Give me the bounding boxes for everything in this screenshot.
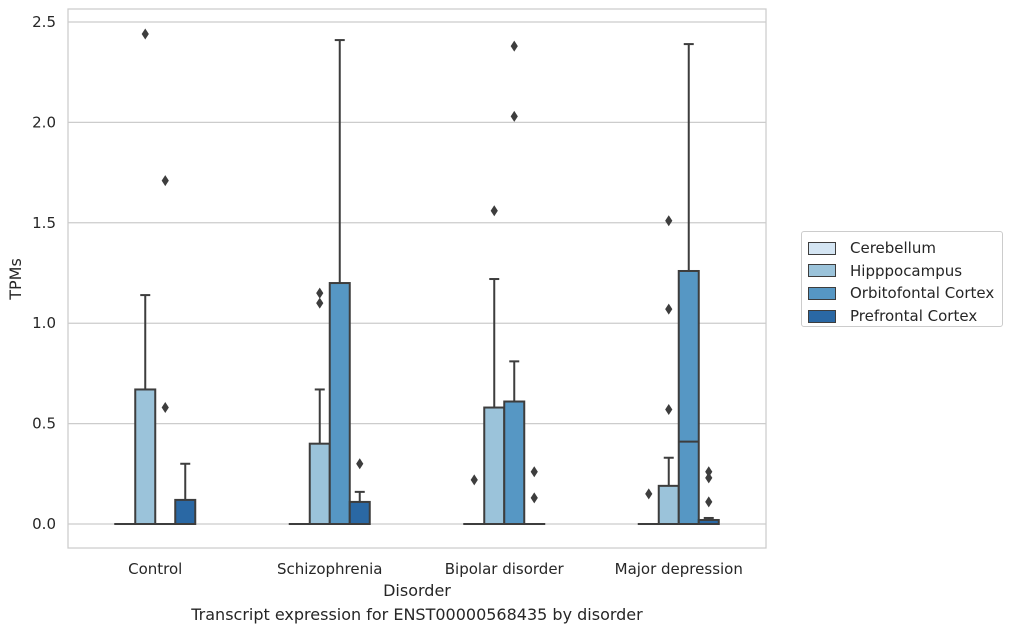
box-group	[308, 287, 331, 525]
box	[657, 484, 680, 525]
x-tick-label: Control	[128, 560, 182, 578]
box-group	[134, 28, 157, 525]
gridlines	[68, 21, 766, 525]
box	[328, 282, 351, 526]
legend-swatch	[808, 264, 836, 278]
y-axis-label: TPMs	[6, 258, 25, 301]
legend-swatch	[808, 241, 836, 255]
box-group	[348, 458, 371, 525]
y-tick-label: 1.5	[32, 214, 56, 232]
legend-swatch	[808, 286, 836, 300]
outlier-point	[705, 496, 713, 508]
x-tick-label: Major depression	[615, 560, 743, 578]
outlier-point	[665, 404, 673, 416]
outlier-point	[470, 474, 478, 486]
box	[348, 500, 371, 525]
x-tick-label: Schizophrenia	[277, 560, 382, 578]
outlier-point	[665, 215, 673, 227]
legend-item-cerebellum: Cerebellum	[808, 237, 1002, 260]
box	[677, 269, 700, 525]
outlier-point	[510, 110, 518, 122]
outlier-point	[316, 297, 324, 309]
outlier-point	[161, 175, 169, 187]
box-group	[697, 466, 720, 526]
y-tick-label: 0.5	[32, 415, 56, 433]
chart-caption: Transcript expression for ENST0000056843…	[191, 605, 643, 624]
box-group	[483, 205, 506, 526]
legend-item-orbitofrontal: Orbitofontal Cortex	[808, 282, 1002, 305]
outlier-point	[490, 205, 498, 217]
legend-item-hippocampus: Hipppocampus	[808, 260, 1002, 283]
y-tick-label: 1.0	[32, 314, 56, 332]
legend-item-prefrontal: Prefrontal Cortex	[808, 305, 1002, 328]
y-tick-label: 0.0	[32, 515, 56, 533]
box-group	[154, 175, 177, 526]
box-group	[657, 215, 680, 525]
legend-label: Prefrontal Cortex	[850, 307, 978, 326]
x-tick-label: Bipolar disorder	[445, 560, 565, 578]
outlier-point	[530, 492, 538, 504]
box-group	[174, 462, 197, 525]
y-tick-label: 2.0	[32, 113, 56, 131]
box	[174, 498, 197, 525]
box	[308, 442, 331, 525]
outlier-point	[510, 40, 518, 52]
box	[134, 388, 157, 525]
box-group	[463, 474, 486, 526]
x-axis-label: Disorder	[383, 581, 451, 600]
outlier-point	[530, 466, 538, 478]
box-group	[523, 466, 546, 526]
legend-label: Orbitofontal Cortex	[850, 284, 995, 303]
outlier-point	[705, 472, 713, 484]
outlier-point	[356, 458, 364, 470]
axes: 0.0 0.5 1.0 1.5 2.0 2.5 Control Schizophrenia Bi…	[32, 13, 743, 578]
box-group	[503, 40, 526, 525]
box	[503, 400, 526, 525]
outlier-point	[316, 287, 324, 299]
outlier-point	[161, 402, 169, 414]
boxes	[114, 28, 720, 526]
legend-label: Hipppocampus	[850, 261, 963, 280]
box-group	[677, 43, 700, 525]
plot-frame	[67, 8, 767, 549]
box	[483, 406, 506, 526]
legend: Cerebellum Hipppocampus Orbitofontal Cor…	[801, 231, 1003, 327]
legend-label: Cerebellum	[850, 239, 936, 258]
outlier-point	[705, 466, 713, 478]
outlier-point	[645, 488, 653, 500]
y-tick-label: 2.5	[32, 13, 56, 31]
box-group	[328, 39, 351, 526]
outlier-point	[141, 28, 149, 40]
legend-swatch	[808, 309, 836, 323]
box-group	[637, 488, 660, 526]
outlier-point	[665, 303, 673, 315]
